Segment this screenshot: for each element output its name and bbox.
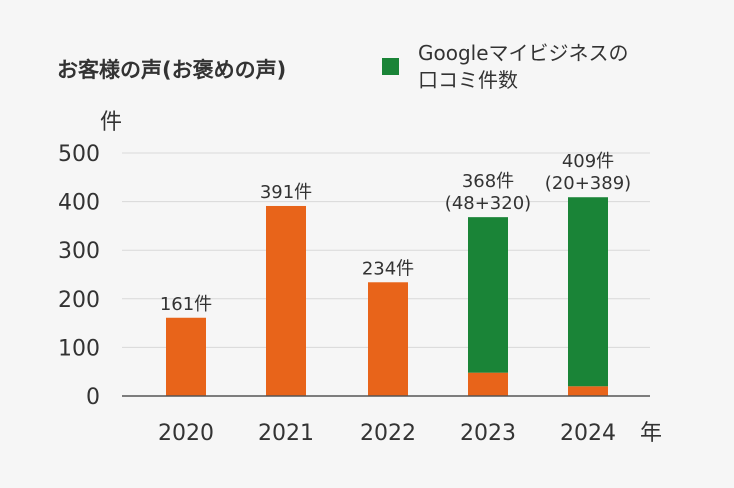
data-label: 161件 [160, 294, 212, 315]
bar-2020-series-1 [166, 317, 206, 396]
data-label: (48+320) [445, 193, 531, 214]
y-tick-label: 0 [86, 385, 100, 410]
bar-2023-series-1 [468, 372, 508, 396]
x-tick-label: 2023 [460, 421, 516, 446]
gridlines [122, 152, 650, 348]
data-label: 391件 [260, 182, 312, 203]
y-tick-label: 400 [58, 191, 100, 216]
bar-2022-series-1 [368, 282, 408, 396]
data-label: (20+389) [545, 173, 631, 194]
x-tick-label: 2022 [360, 421, 416, 446]
x-tick-label: 2024 [560, 421, 616, 446]
bars [166, 197, 608, 396]
data-label: 368件 [462, 171, 514, 192]
bar-2024-series-1 [568, 386, 608, 396]
y-axis-ticks: 0 100 200 300 400 500 [58, 142, 100, 410]
bar-2021-series-1 [266, 205, 306, 396]
data-label: 409件 [562, 151, 614, 172]
legend-swatch-google [382, 58, 399, 75]
bar-2023-series-2 [468, 217, 508, 373]
x-axis-unit: 年 [640, 421, 662, 446]
y-axis-unit: 件 [100, 110, 122, 135]
y-tick-label: 200 [58, 288, 100, 313]
legend-label-line-2: 口コミ件数 [418, 68, 518, 92]
legend-label-line-1: Googleマイビジネスの [418, 41, 629, 65]
data-label: 234件 [362, 258, 414, 279]
x-axis-ticks: 2020 2021 2022 2023 2024 [158, 421, 616, 446]
chart-title: お客様の声(お褒めの声) [57, 58, 286, 82]
x-tick-label: 2020 [158, 421, 214, 446]
y-tick-label: 500 [58, 142, 100, 167]
bar-2024-series-2 [568, 197, 608, 387]
data-labels: 161件 391件 234件 368件(48+320) 409件(20+389) [160, 151, 631, 315]
y-tick-label: 300 [58, 239, 100, 264]
x-tick-label: 2021 [258, 421, 314, 446]
y-tick-label: 100 [58, 336, 100, 361]
